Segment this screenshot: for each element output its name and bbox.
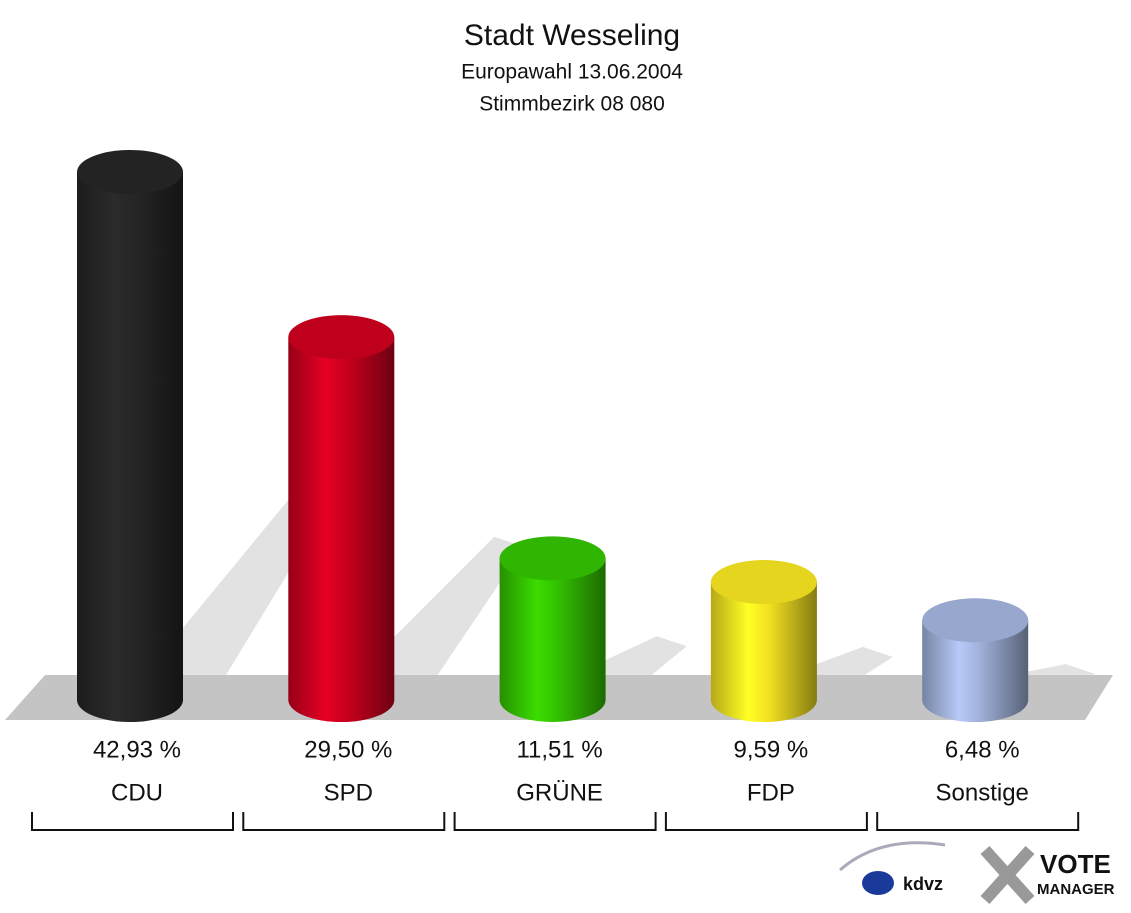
bar-top xyxy=(922,598,1029,643)
bar-top xyxy=(288,315,395,360)
x-tick-label: CDU xyxy=(111,779,163,806)
category-bracket xyxy=(664,812,868,831)
category-bracket xyxy=(453,812,657,831)
logo-x xyxy=(980,845,1035,905)
category-bracket xyxy=(876,812,1080,831)
bar-top xyxy=(499,536,606,581)
bar-shadow xyxy=(351,536,525,680)
bar xyxy=(288,337,395,723)
logo-text: kdvz xyxy=(903,874,943,894)
logo: kdvz VOTE MANAGER xyxy=(839,841,1115,905)
logo-text: VOTE xyxy=(1040,849,1111,879)
chart-title: Stadt Wesseling xyxy=(464,19,680,52)
bar-top xyxy=(77,150,183,194)
value-label: 29,50 % xyxy=(304,736,392,763)
logo-swoosh xyxy=(839,841,946,872)
value-label: 6,48 % xyxy=(945,736,1020,763)
bar-top xyxy=(710,560,817,605)
value-label: 11,51 % xyxy=(516,736,602,763)
x-tick-label: SPD xyxy=(324,779,373,806)
logo-text: MANAGER xyxy=(1037,881,1115,898)
chart-subtitle: Stimmbezirk 08 080 xyxy=(479,93,665,116)
value-label: 9,59 % xyxy=(734,736,809,763)
chart-subtitle: Europawahl 13.06.2004 xyxy=(461,61,683,84)
x-tick-label: GRÜNE xyxy=(516,779,603,806)
logo-ball xyxy=(862,871,894,895)
bar xyxy=(922,620,1029,723)
value-label: 42,93 % xyxy=(93,736,181,763)
bar xyxy=(77,172,183,722)
bar xyxy=(710,582,817,723)
category-bracket xyxy=(242,812,446,831)
x-tick-label: Sonstige xyxy=(935,779,1028,806)
category-bracket xyxy=(31,812,234,831)
x-tick-label: FDP xyxy=(747,779,795,806)
bar xyxy=(499,558,606,722)
